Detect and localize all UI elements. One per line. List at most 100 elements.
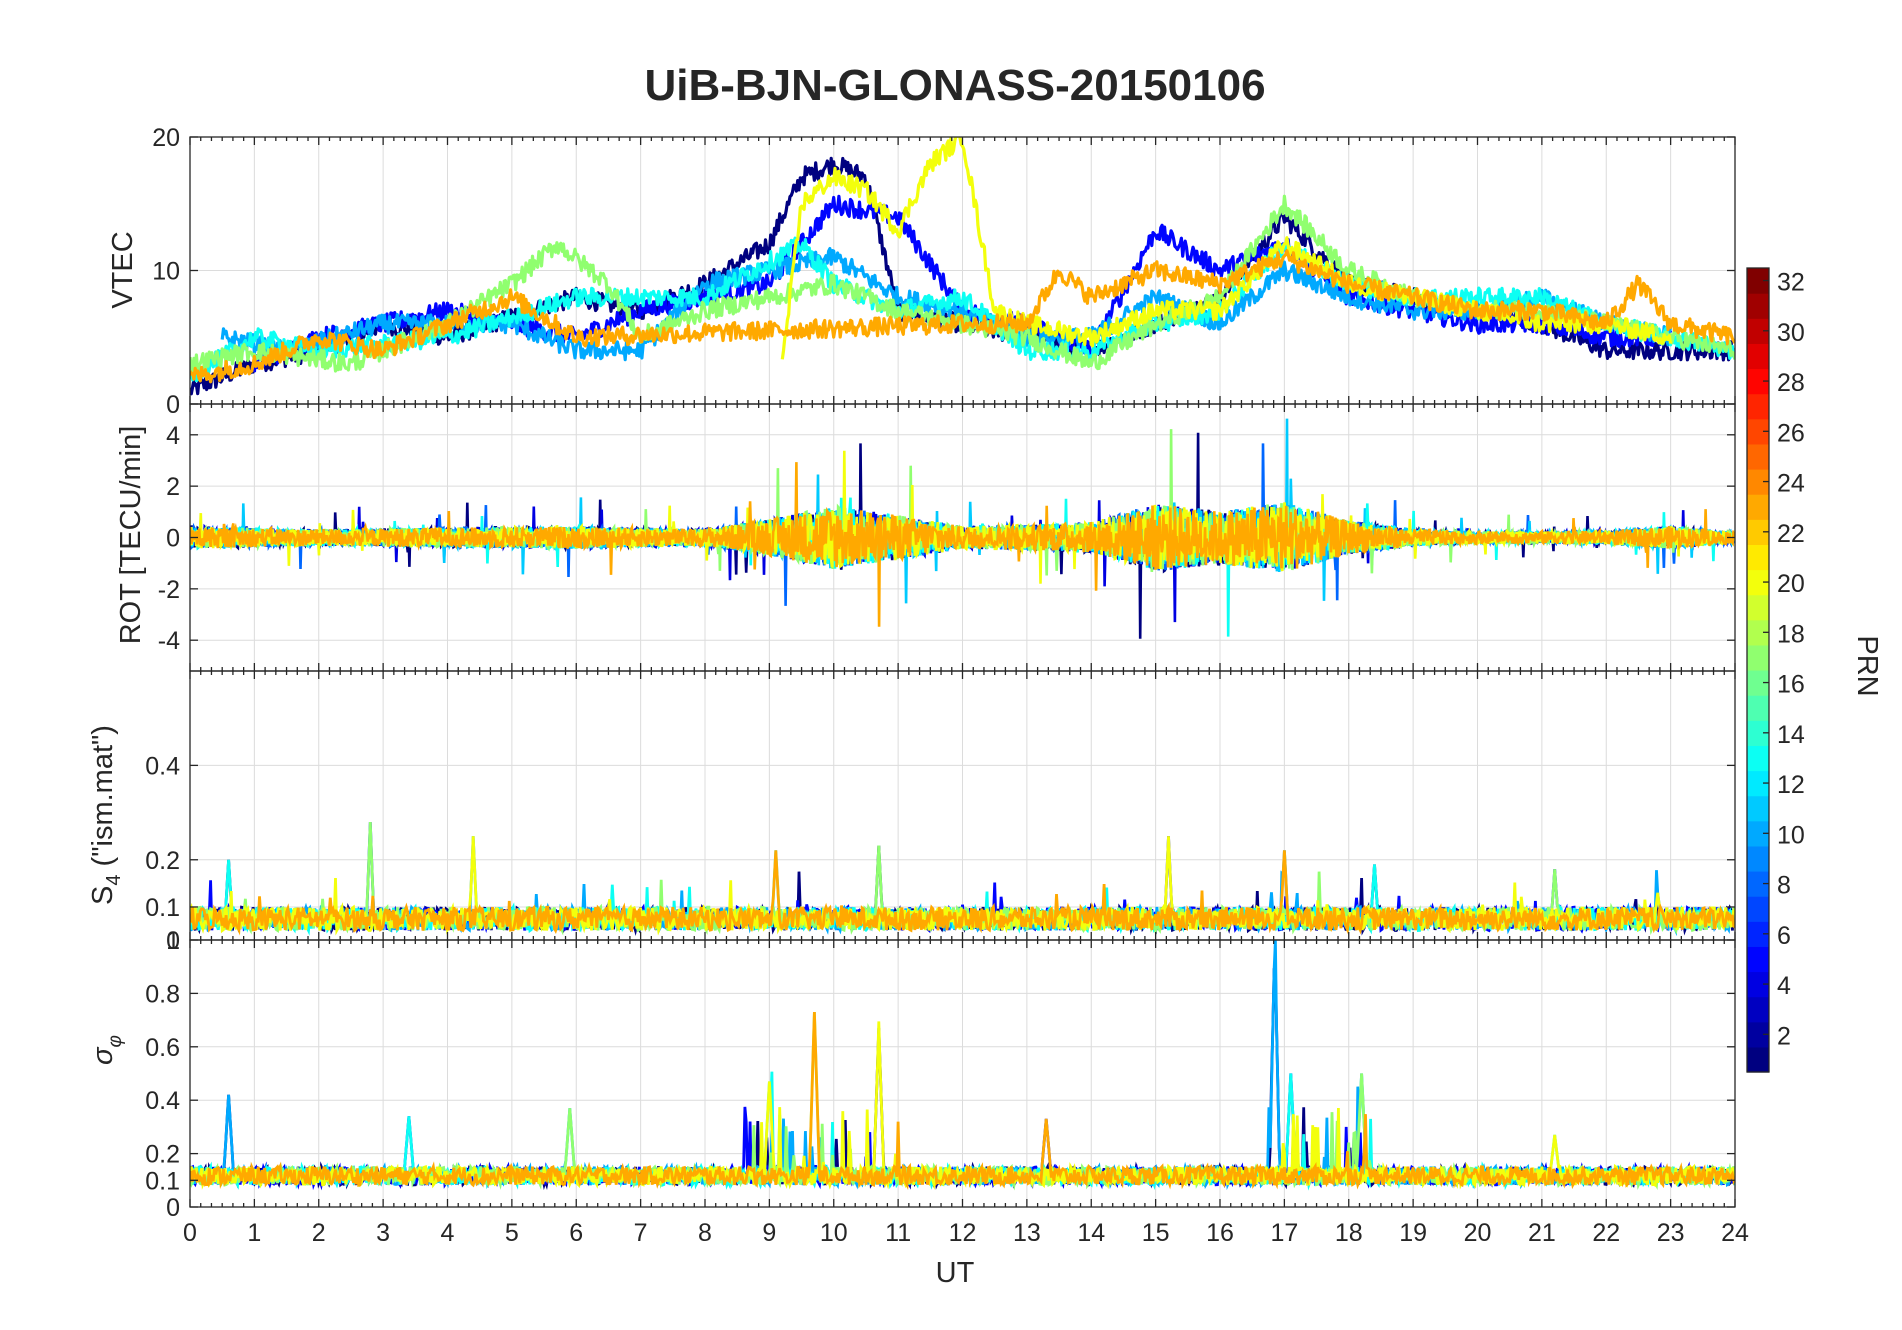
s4-series-prn-23 <box>190 850 1735 936</box>
vtec-y-tick-label: 20 <box>152 124 180 152</box>
colorbar-tick-label: 12 <box>1777 771 1805 799</box>
colorbar-tick-label: 26 <box>1777 419 1805 447</box>
s4-y-tick-label: 0.2 <box>145 847 180 875</box>
vtec-series-prn-20 <box>780 137 1673 360</box>
colorbar-swatch <box>1747 469 1769 495</box>
colorbar-tick-label: 30 <box>1777 319 1805 347</box>
x-tick-label: 16 <box>1206 1219 1234 1247</box>
rot-y-tick-label: -4 <box>158 627 180 655</box>
sigma_phi-y-tick-label: 0.8 <box>145 980 180 1008</box>
vtec-series-group <box>190 137 1735 396</box>
colorbar-swatch <box>1747 418 1769 445</box>
colorbar-tick-label: 20 <box>1777 570 1805 598</box>
colorbar-tick-label: 8 <box>1777 872 1791 900</box>
rot-y-tick-label: 2 <box>166 473 180 501</box>
s4-series-group <box>190 821 1735 937</box>
colorbar-swatch <box>1747 720 1769 746</box>
s4-axis-label: S4 ("ism.mat") <box>87 725 125 905</box>
x-tick-label: 0 <box>183 1219 197 1247</box>
s4-label-sub: 4 <box>103 875 125 886</box>
sigma-series-group <box>190 940 1735 1191</box>
sigma_phi-y-tick-label: 0.6 <box>145 1034 180 1062</box>
colorbar-tick-label: 14 <box>1777 721 1805 749</box>
vtec-panel: 0 10 20 <box>152 124 1736 419</box>
rot-panel: -4 -2 0 2 4 <box>158 403 1736 672</box>
colorbar-swatch <box>1747 845 1769 872</box>
x-tick-label: 18 <box>1335 1219 1363 1247</box>
s4-y-tick-label-bottom: 0 <box>166 927 180 955</box>
x-axis-label: UT <box>936 1257 975 1289</box>
x-tick-label: 17 <box>1270 1219 1298 1247</box>
colorbar-tick-label: 2 <box>1777 1022 1791 1050</box>
colorbar-swatch <box>1747 871 1769 897</box>
rot-y-tick-label: -2 <box>158 576 180 604</box>
colorbar-swatch <box>1747 318 1769 344</box>
x-tick-label: 19 <box>1399 1219 1427 1247</box>
colorbar-swatch <box>1747 946 1769 973</box>
s4-y-tick-label: 0.1 <box>145 894 180 922</box>
sigma_phi-y-tick-label: 0.2 <box>145 1141 180 1169</box>
colorbar-swatch <box>1747 670 1769 696</box>
x-tick-label: 1 <box>247 1219 261 1247</box>
sigma-label-sub: φ <box>105 1035 126 1047</box>
s4-label-rest: ("ism.mat") <box>87 725 119 874</box>
vtec-series-prn-23 <box>190 249 1735 384</box>
x-tick-label: 6 <box>569 1219 583 1247</box>
chart-title: UiB-BJN-GLONASS-20150106 <box>644 61 1265 110</box>
x-tick-label: 7 <box>634 1219 648 1247</box>
colorbar-swatch <box>1747 368 1769 395</box>
sigma_phi-y-tick-label: 0.1 <box>145 1167 180 1195</box>
sigma_phi-panel: 0 1 2 3 4 5 6 7 8 9 10 11 12 13 14 15 16 17 18 19 20 21 22 23 24… <box>145 927 1749 1247</box>
colorbar-swatch <box>1747 293 1769 319</box>
colorbar-swatch <box>1747 971 1769 998</box>
colorbar-tick-label: 22 <box>1777 520 1805 548</box>
colorbar-swatch <box>1747 820 1769 847</box>
colorbar-swatch <box>1747 695 1769 721</box>
colorbar-frame <box>1746 267 1770 1073</box>
x-tick-label: 4 <box>441 1219 455 1247</box>
colorbar-swatch <box>1747 343 1769 370</box>
x-tick-label: 23 <box>1657 1219 1685 1247</box>
x-tick-label: 5 <box>505 1219 519 1247</box>
colorbar-tick-label: 18 <box>1777 620 1805 648</box>
colorbar-label: PRN <box>1851 635 1883 696</box>
x-tick-label: 21 <box>1528 1219 1556 1247</box>
colorbar-swatch <box>1747 268 1769 294</box>
sigma-series-prn-23 <box>190 1012 1735 1191</box>
colorbar-tick-label: 4 <box>1777 972 1791 1000</box>
colorbar-swatch <box>1747 519 1769 545</box>
colorbar-swatch <box>1747 443 1769 470</box>
sigma-axis-label: σφ <box>87 1035 126 1065</box>
colorbar-swatch <box>1747 544 1769 571</box>
x-tick-label: 3 <box>376 1219 390 1247</box>
colorbar-swatch <box>1747 494 1769 520</box>
colorbar-swatch <box>1747 644 1769 671</box>
sigma_phi-y-tick-label: 1 <box>166 927 180 955</box>
vtec-axis-label: VTEC <box>107 231 139 308</box>
colorbar-tick-label: 16 <box>1777 671 1805 699</box>
rot-series-group <box>190 418 1735 639</box>
x-tick-label: 20 <box>1464 1219 1492 1247</box>
rot-y-tick-label: 4 <box>166 422 180 450</box>
x-tick-label: 8 <box>698 1219 712 1247</box>
x-tick-label: 9 <box>762 1219 776 1247</box>
colorbar-tick-label: 24 <box>1777 470 1805 498</box>
s4-grid <box>189 671 1736 940</box>
x-tick-label: 15 <box>1142 1219 1170 1247</box>
colorbar-swatch <box>1747 393 1769 420</box>
colorbar-swatch <box>1747 795 1769 822</box>
vtec-y-tick-label: 10 <box>152 258 180 286</box>
x-tick-label: 13 <box>1013 1219 1041 1247</box>
s4-label-main: S <box>87 886 119 905</box>
sigma-label-main: σ <box>87 1046 119 1065</box>
x-tick-label: 14 <box>1077 1219 1105 1247</box>
sigma_phi-y-tick-label: 0 <box>166 1194 180 1222</box>
colorbar-swatch <box>1747 619 1769 646</box>
colorbar-tick-label: 32 <box>1777 269 1805 297</box>
colorbar-swatch <box>1747 569 1769 596</box>
x-tick-label: 11 <box>885 1219 911 1247</box>
